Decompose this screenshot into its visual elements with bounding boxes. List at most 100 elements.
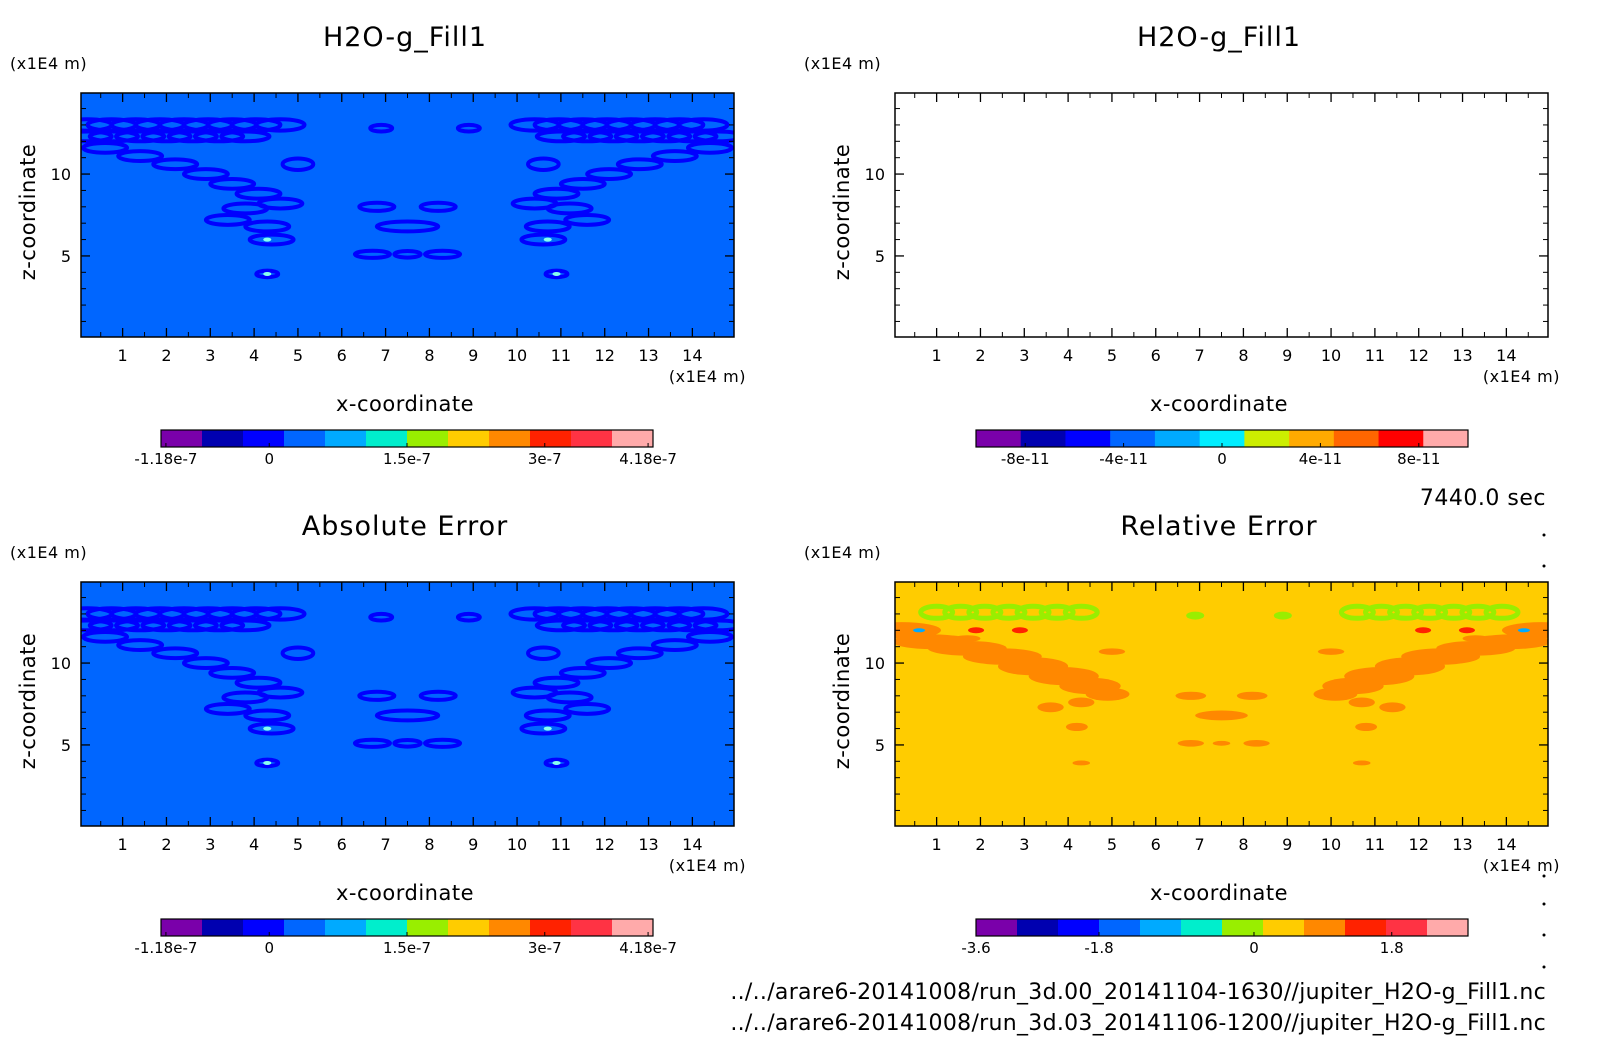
colorbar-segment <box>243 919 285 936</box>
x-tick-label: 14 <box>682 346 702 365</box>
contour-line <box>352 737 392 749</box>
x-tick-label: 5 <box>293 346 303 365</box>
x-tick-label: 4 <box>249 346 259 365</box>
x-tick-label: 11 <box>551 346 571 365</box>
y-axis-label: z-coordinate <box>830 633 854 770</box>
x-tick-label: 11 <box>551 835 571 854</box>
green-band <box>1062 603 1100 621</box>
x-unit-label: (x1E4 m) <box>1483 856 1560 875</box>
x-tick-label: 13 <box>638 346 658 365</box>
colorbar-segment <box>448 919 490 936</box>
orange-region <box>1355 722 1378 732</box>
contour-line <box>243 708 292 723</box>
green-band <box>1411 603 1449 621</box>
colorbar-segment <box>407 430 449 447</box>
x-tick-label: 6 <box>1151 835 1161 854</box>
contour-line <box>374 708 441 723</box>
contour-line <box>639 618 693 633</box>
x-tick-label: 10 <box>507 835 527 854</box>
colorbar-tick-label: -1.18e-7 <box>134 939 197 957</box>
colorbar-segment <box>1154 430 1201 447</box>
contour-line <box>423 248 463 260</box>
contour-line <box>523 708 572 723</box>
contour-line <box>81 618 114 633</box>
contour-line <box>392 738 423 749</box>
y-axis-label: z-coordinate <box>830 144 854 281</box>
colorbar-segment <box>1423 430 1469 447</box>
contour-line <box>587 129 640 144</box>
colorbar-segment <box>1017 919 1059 936</box>
contour-line <box>543 757 570 769</box>
contour-line <box>692 618 734 633</box>
colorbar-segment <box>1386 919 1428 936</box>
colorbar-segment <box>1099 919 1141 936</box>
contour-peak <box>263 271 272 276</box>
contour-line <box>519 232 568 247</box>
orange-region <box>1236 691 1268 700</box>
x-tick-label: 13 <box>1452 835 1472 854</box>
red-spot <box>1415 627 1432 634</box>
x-tick-label: 7 <box>380 346 390 365</box>
field-background <box>895 93 1548 337</box>
colorbar-segment <box>448 430 490 447</box>
colorbar: -1.18e-7 0 1.5e-7 3e-7 4.18e-7 <box>134 429 677 468</box>
contour-line <box>114 129 167 144</box>
colorbar-segment <box>407 919 449 936</box>
contour-peak <box>263 237 272 242</box>
colorbar-tick-label: -3.6 <box>961 939 990 957</box>
contour-peak <box>263 726 272 731</box>
contour-line <box>181 167 230 181</box>
green-band <box>966 603 1004 621</box>
contour-peak <box>543 726 552 731</box>
contour-line <box>561 618 614 633</box>
colorbar-segment <box>284 919 326 936</box>
file-path-1: ../../arare6-20141008/run_3d.00_20141104… <box>730 980 1546 1005</box>
contour-line <box>247 232 296 247</box>
chart-title: Relative Error <box>1120 511 1317 542</box>
contour-line <box>280 156 316 172</box>
colorbar-tick-label: 4.18e-7 <box>619 450 677 468</box>
colorbar-segment <box>1058 919 1100 936</box>
x-tick-label: 14 <box>682 835 702 854</box>
x-tick-label: 7 <box>380 835 390 854</box>
contour-line <box>666 618 719 633</box>
field-background <box>895 582 1548 826</box>
x-tick-label: 6 <box>337 346 347 365</box>
x-tick-label: 13 <box>638 835 658 854</box>
colorbar-segment <box>1181 919 1223 936</box>
colorbar-segment <box>1378 430 1424 447</box>
x-tick-label: 7 <box>1194 835 1204 854</box>
contour-line <box>666 129 719 144</box>
y-axis-label: z-coordinate <box>16 633 40 770</box>
colorbar-segment <box>1304 919 1346 936</box>
x-tick-label: 2 <box>975 835 985 854</box>
contour-line <box>151 157 200 172</box>
x-tick-label: 12 <box>595 835 615 854</box>
chart-title: H2O-g_Fill1 <box>323 22 487 53</box>
colorbar-segment <box>1199 430 1245 447</box>
colorbar-segment <box>1427 919 1469 936</box>
contour-line <box>221 690 270 705</box>
colorbar-tick-label: 0 <box>264 450 274 468</box>
contour-line <box>692 129 734 144</box>
contour-line <box>280 645 316 661</box>
x-tick-label: 4 <box>1063 346 1073 365</box>
colorbar-tick-label: 0 <box>264 939 274 957</box>
contour-line <box>615 646 664 661</box>
colorbar-tick-label: -4e-11 <box>1099 450 1148 468</box>
contour-line <box>526 645 561 661</box>
contour-line <box>221 201 270 216</box>
x-tick-label: 1 <box>118 346 128 365</box>
x-tick-label: 13 <box>1452 346 1472 365</box>
colorbar-segment <box>202 919 244 936</box>
x-tick-label: 6 <box>337 835 347 854</box>
x-tick-label: 3 <box>1019 835 1029 854</box>
contour-line <box>455 122 482 134</box>
x-tick-label: 5 <box>1107 346 1117 365</box>
x-tick-label: 12 <box>595 346 615 365</box>
colorbar-segment <box>1263 919 1305 936</box>
contour-line <box>615 157 664 172</box>
